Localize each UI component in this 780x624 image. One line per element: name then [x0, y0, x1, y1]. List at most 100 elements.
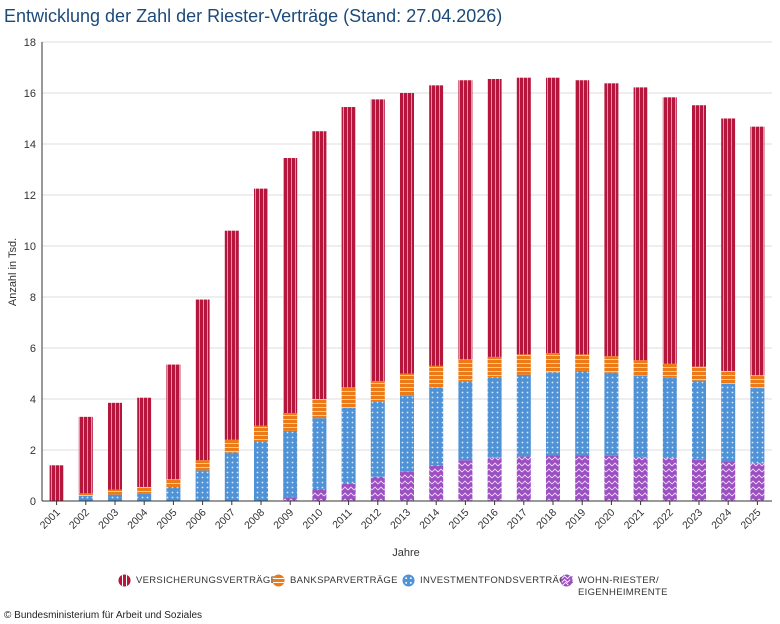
bar-segment-wohn[interactable] — [604, 455, 619, 501]
bar-stack-2006[interactable] — [195, 299, 210, 501]
bar-segment-versicherung[interactable] — [370, 99, 385, 382]
bar-stack-2002[interactable] — [78, 416, 93, 501]
bar-stack-2003[interactable] — [108, 402, 122, 501]
bar-stack-2007[interactable] — [224, 230, 239, 501]
bar-segment-wohn[interactable] — [662, 458, 677, 501]
bar-segment-bankspar[interactable] — [400, 373, 414, 396]
bar-segment-bankspar[interactable] — [108, 489, 122, 495]
bar-segment-investment[interactable] — [750, 388, 765, 464]
bar-stack-2017[interactable] — [516, 77, 531, 501]
bar-segment-versicherung[interactable] — [78, 416, 93, 494]
bar-segment-investment[interactable] — [78, 495, 93, 501]
bar-stack-2011[interactable] — [341, 107, 356, 501]
bar-segment-investment[interactable] — [166, 486, 181, 501]
bar-segment-bankspar[interactable] — [487, 356, 502, 378]
legend-item-wohn[interactable]: WOHN-RIESTER/ EIGENHEIMRENTE — [560, 574, 668, 599]
bar-segment-versicherung[interactable] — [516, 77, 531, 355]
bar-segment-bankspar[interactable] — [546, 353, 560, 373]
bar-segment-bankspar[interactable] — [312, 399, 327, 419]
bar-segment-investment[interactable] — [429, 387, 444, 466]
bar-segment-investment[interactable] — [137, 493, 152, 501]
bar-segment-bankspar[interactable] — [283, 413, 298, 431]
bar-segment-investment[interactable] — [195, 470, 210, 501]
bar-segment-investment[interactable] — [516, 374, 531, 457]
bar-stack-2016[interactable] — [487, 78, 502, 501]
bar-segment-investment[interactable] — [283, 430, 298, 498]
bar-segment-bankspar[interactable] — [195, 460, 210, 471]
bar-segment-wohn[interactable] — [546, 455, 560, 501]
bar-segment-investment[interactable] — [108, 494, 122, 501]
bar-segment-investment[interactable] — [312, 418, 327, 490]
bar-stack-2004[interactable] — [137, 397, 152, 501]
bar-segment-bankspar[interactable] — [604, 356, 619, 373]
bar-segment-investment[interactable] — [692, 380, 706, 460]
bar-segment-investment[interactable] — [604, 372, 619, 456]
bar-segment-investment[interactable] — [224, 452, 239, 501]
bar-segment-wohn[interactable] — [370, 476, 385, 501]
bar-segment-bankspar[interactable] — [137, 486, 152, 494]
bar-segment-bankspar[interactable] — [721, 370, 736, 384]
bar-stack-2012[interactable] — [370, 99, 385, 501]
bar-segment-versicherung[interactable] — [341, 107, 356, 388]
bar-segment-bankspar[interactable] — [78, 493, 93, 496]
bar-segment-versicherung[interactable] — [254, 188, 268, 426]
bar-segment-bankspar[interactable] — [516, 354, 531, 375]
bar-stack-2022[interactable] — [662, 97, 677, 501]
bar-segment-versicherung[interactable] — [195, 299, 210, 461]
bar-segment-bankspar[interactable] — [254, 425, 268, 442]
bar-segment-bankspar[interactable] — [370, 381, 385, 402]
bar-segment-bankspar[interactable] — [166, 479, 181, 487]
bar-segment-versicherung[interactable] — [224, 230, 239, 440]
bar-segment-wohn[interactable] — [575, 455, 590, 501]
bar-segment-wohn[interactable] — [750, 463, 765, 501]
bar-segment-investment[interactable] — [662, 377, 677, 459]
bar-segment-versicherung[interactable] — [429, 85, 444, 366]
bar-segment-investment[interactable] — [254, 441, 268, 501]
bar-segment-versicherung[interactable] — [750, 126, 765, 376]
bar-segment-investment[interactable] — [400, 395, 414, 472]
legend-item-investment[interactable]: INVESTMENTFONDSVERTRÄGE — [402, 574, 573, 587]
legend-item-versicherung[interactable]: VERSICHERUNGSVERTRÄGE — [118, 574, 277, 587]
bar-segment-bankspar[interactable] — [575, 354, 590, 371]
bar-segment-versicherung[interactable] — [546, 77, 560, 354]
bar-segment-bankspar[interactable] — [662, 363, 677, 378]
bar-stack-2013[interactable] — [400, 93, 414, 501]
bar-segment-investment[interactable] — [575, 370, 590, 456]
bar-stack-2005[interactable] — [166, 364, 181, 501]
bar-segment-versicherung[interactable] — [604, 83, 619, 357]
bar-segment-investment[interactable] — [487, 377, 502, 458]
bar-stack-2001[interactable] — [49, 465, 64, 501]
bar-segment-investment[interactable] — [721, 383, 736, 462]
bar-segment-versicherung[interactable] — [400, 93, 414, 374]
bar-stack-2008[interactable] — [254, 188, 268, 501]
bar-stack-2018[interactable] — [546, 77, 560, 501]
bar-segment-investment[interactable] — [633, 375, 648, 458]
bar-stack-2019[interactable] — [575, 80, 590, 501]
bar-segment-wohn[interactable] — [312, 489, 327, 501]
bar-stack-2024[interactable] — [721, 118, 736, 502]
bar-segment-versicherung[interactable] — [721, 118, 736, 371]
bar-segment-versicherung[interactable] — [458, 80, 473, 360]
bar-segment-bankspar[interactable] — [224, 439, 239, 453]
bar-segment-bankspar[interactable] — [633, 360, 648, 376]
bar-segment-bankspar[interactable] — [429, 365, 444, 388]
bar-segment-versicherung[interactable] — [283, 158, 298, 414]
bar-segment-versicherung[interactable] — [49, 465, 64, 501]
bar-segment-wohn[interactable] — [633, 457, 648, 501]
bar-segment-versicherung[interactable] — [692, 105, 706, 367]
bar-segment-versicherung[interactable] — [662, 97, 677, 364]
bar-segment-versicherung[interactable] — [108, 402, 122, 490]
bar-segment-wohn[interactable] — [458, 460, 473, 501]
bar-segment-versicherung[interactable] — [166, 364, 181, 480]
bar-segment-wohn[interactable] — [400, 471, 414, 501]
bar-segment-investment[interactable] — [341, 407, 356, 484]
bar-segment-bankspar[interactable] — [750, 375, 765, 389]
bar-stack-2023[interactable] — [692, 105, 706, 501]
bar-segment-bankspar[interactable] — [341, 387, 356, 408]
bar-segment-versicherung[interactable] — [575, 80, 590, 355]
bar-stack-2014[interactable] — [429, 85, 444, 501]
bar-segment-investment[interactable] — [370, 401, 385, 477]
bar-segment-wohn[interactable] — [692, 459, 706, 501]
bar-stack-2010[interactable] — [312, 131, 327, 501]
bar-segment-investment[interactable] — [546, 372, 560, 456]
